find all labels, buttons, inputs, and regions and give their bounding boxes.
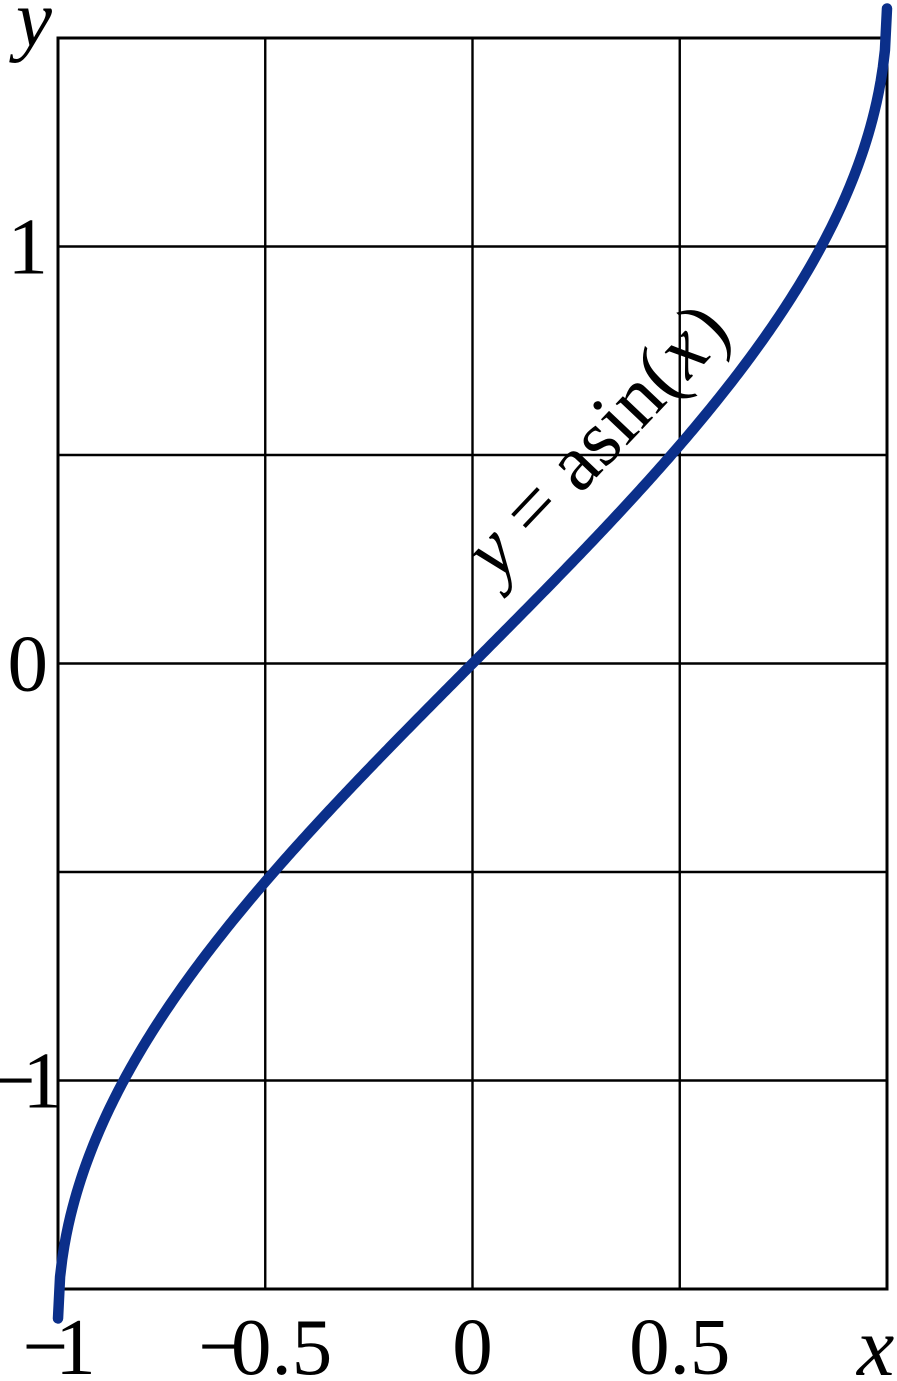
svg-text:y: y xyxy=(9,0,52,64)
svg-text:−0.5: −0.5 xyxy=(198,1302,332,1381)
svg-text:−1: −1 xyxy=(0,1036,63,1126)
svg-text:y = asin(x): y = asin(x) xyxy=(441,285,746,600)
svg-text:0: 0 xyxy=(452,1302,493,1381)
svg-text:0: 0 xyxy=(8,619,49,709)
svg-text:1: 1 xyxy=(8,202,49,292)
svg-text:x: x xyxy=(855,1301,894,1381)
svg-text:0.5: 0.5 xyxy=(629,1302,730,1381)
